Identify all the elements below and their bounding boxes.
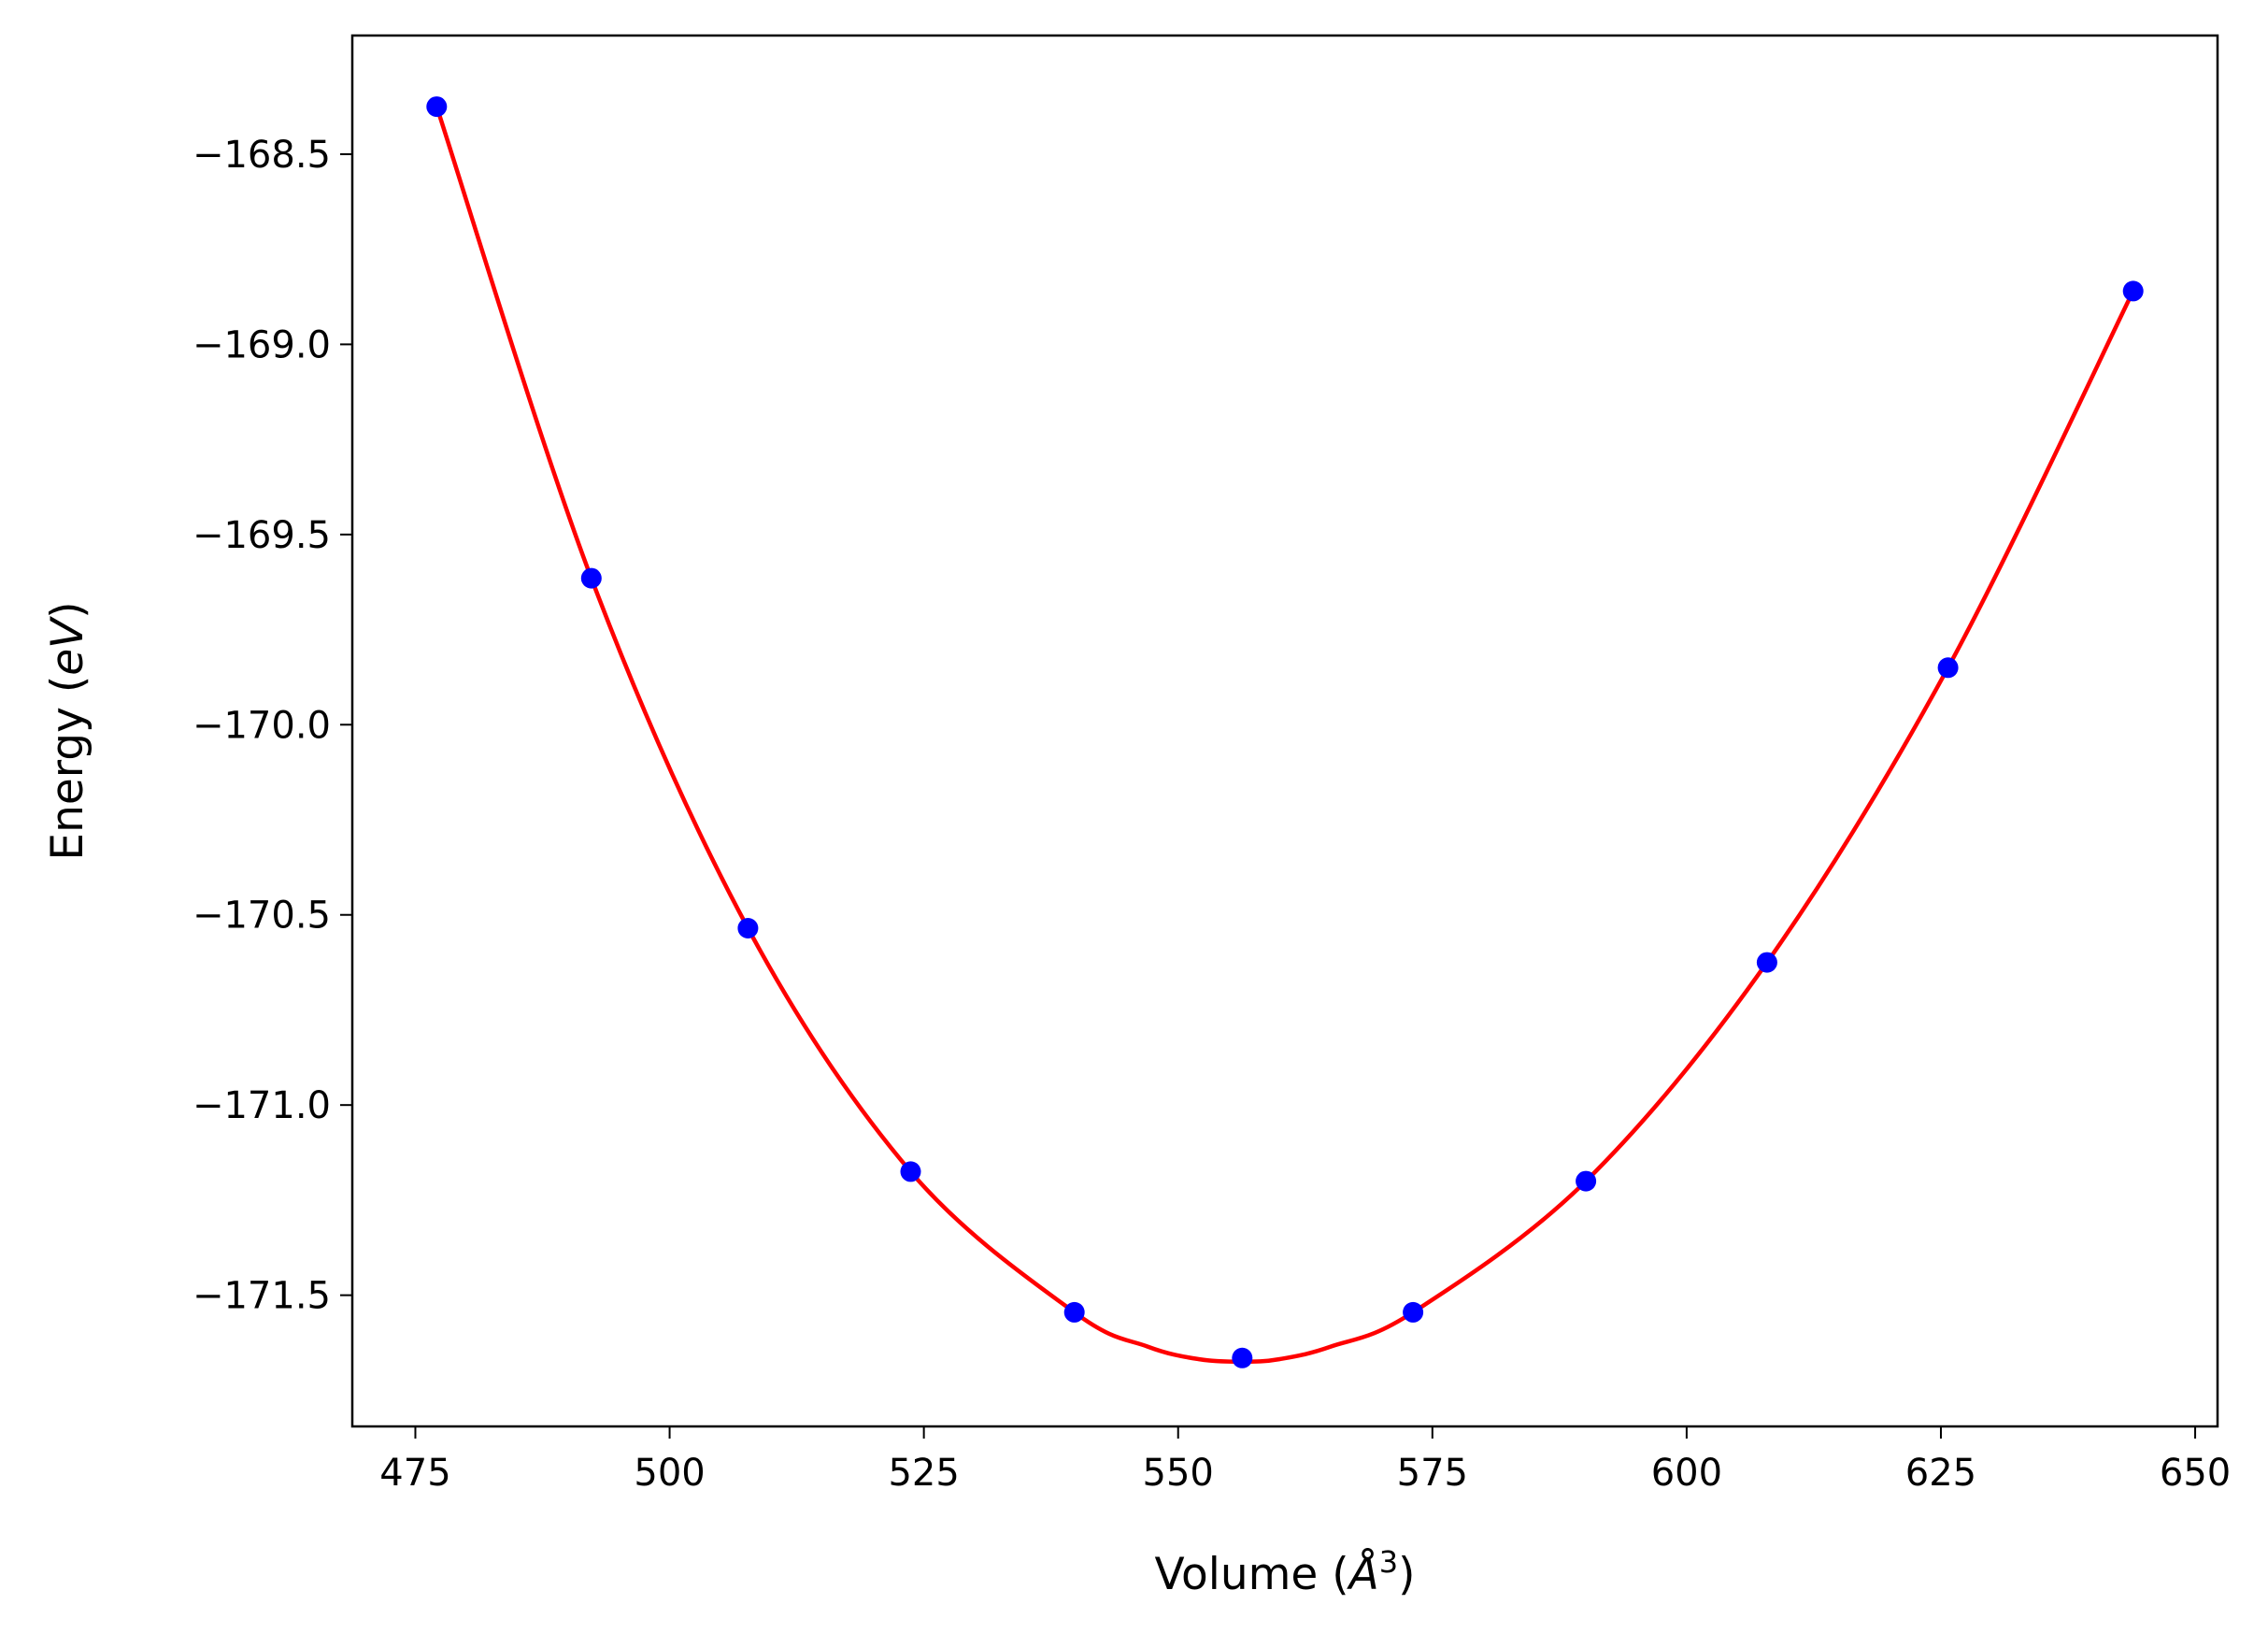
x-tick-label: 650 bbox=[2160, 1452, 2231, 1495]
y-axis-label: Energy (eV) bbox=[42, 601, 93, 860]
data-point bbox=[580, 567, 602, 589]
data-point bbox=[1576, 1170, 1597, 1192]
x-tick-label: 625 bbox=[1905, 1452, 1976, 1495]
x-axis-label: Volume (Å3) bbox=[1155, 1544, 1416, 1600]
x-tick-label: 575 bbox=[1397, 1452, 1468, 1495]
x-axis-label-superscript: 3 bbox=[1379, 1544, 1398, 1580]
y-tick-label: −171.0 bbox=[193, 1084, 331, 1127]
x-tick-label: 500 bbox=[634, 1452, 705, 1495]
x-axis-label-unit: Å bbox=[1347, 1549, 1379, 1600]
axes-frame bbox=[350, 34, 2219, 1428]
y-tick-label: −171.5 bbox=[193, 1275, 331, 1318]
y-axis-label-text: Energy ( bbox=[42, 676, 93, 861]
data-point bbox=[1937, 657, 1959, 679]
y-axis-label-close: ) bbox=[42, 601, 93, 618]
data-point bbox=[900, 1161, 921, 1182]
y-axis-label-unit: eV bbox=[42, 616, 93, 676]
data-point bbox=[1063, 1301, 1085, 1323]
data-point bbox=[737, 918, 759, 938]
y-tick-label: −168.5 bbox=[193, 134, 331, 177]
x-axis-label-text: Volume ( bbox=[1155, 1549, 1349, 1600]
data-point bbox=[426, 96, 448, 118]
y-tick-label: −170.0 bbox=[193, 704, 331, 747]
data-point bbox=[1232, 1347, 1253, 1368]
plot-area bbox=[352, 36, 2218, 1426]
x-tick-label: 550 bbox=[1143, 1452, 1214, 1495]
y-tick-label: −169.0 bbox=[193, 323, 331, 366]
y-tick-label: −170.5 bbox=[193, 895, 331, 938]
data-point bbox=[1403, 1301, 1424, 1323]
x-tick-label: 525 bbox=[888, 1452, 959, 1495]
x-tick-label: 600 bbox=[1651, 1452, 1722, 1495]
data-point bbox=[2122, 280, 2144, 302]
axis-ticks: 475 500 525 550 575 600 625 650 −168.5 −169.0 −169… bbox=[193, 134, 2231, 1495]
x-axis-label-close: ) bbox=[1398, 1549, 1415, 1600]
y-tick-label: −169.5 bbox=[193, 514, 331, 557]
x-tick-label: 475 bbox=[379, 1452, 450, 1495]
chart-marks bbox=[426, 96, 2144, 1368]
data-point bbox=[1756, 952, 1777, 973]
